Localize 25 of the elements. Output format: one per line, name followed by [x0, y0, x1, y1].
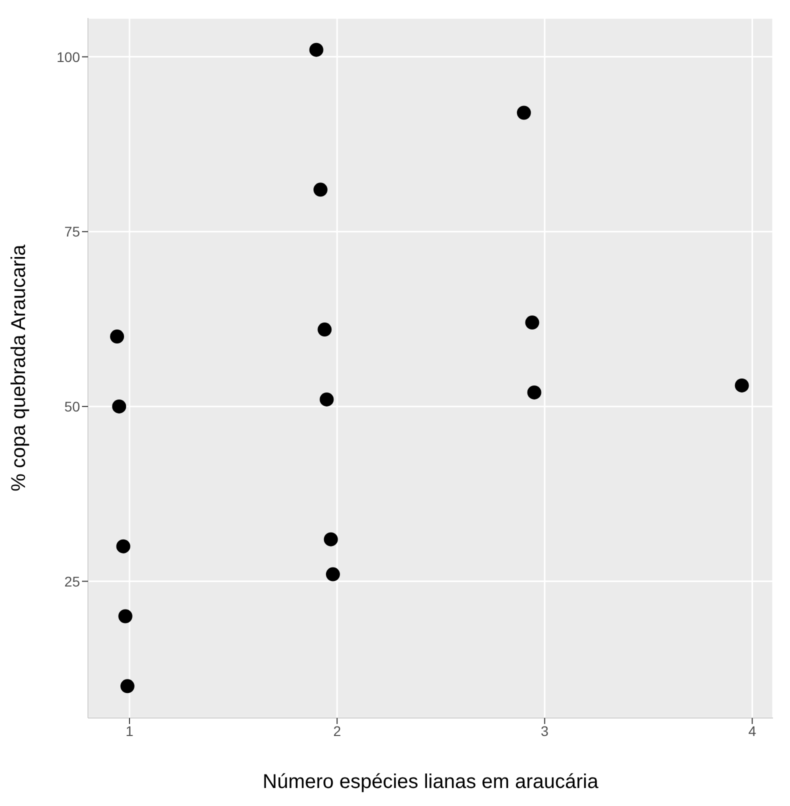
point [318, 322, 332, 337]
x-tick-label: 1 [126, 722, 134, 739]
point [320, 392, 334, 406]
y-tick-label: 75 [64, 224, 80, 240]
x-tick-label: 2 [333, 722, 342, 739]
x-axis-title: Número espécies lianas em araucária [262, 771, 600, 793]
y-axis-title: % copa quebrada Araucaria [8, 244, 30, 492]
x-tick-label: 3 [540, 722, 549, 739]
point [324, 532, 338, 546]
point [110, 330, 124, 344]
point [525, 316, 540, 330]
point [118, 609, 132, 624]
point [527, 385, 542, 400]
point [116, 539, 130, 554]
point [309, 42, 324, 57]
point [120, 679, 134, 694]
point [112, 399, 126, 414]
y-tick-label: 100 [56, 48, 80, 65]
point [313, 182, 328, 197]
x-tick-label: 4 [748, 722, 756, 739]
point [516, 106, 531, 120]
y-tick-label: 50 [64, 398, 80, 414]
point [734, 378, 749, 392]
y-tick-label: 25 [64, 573, 80, 590]
point [326, 567, 340, 582]
